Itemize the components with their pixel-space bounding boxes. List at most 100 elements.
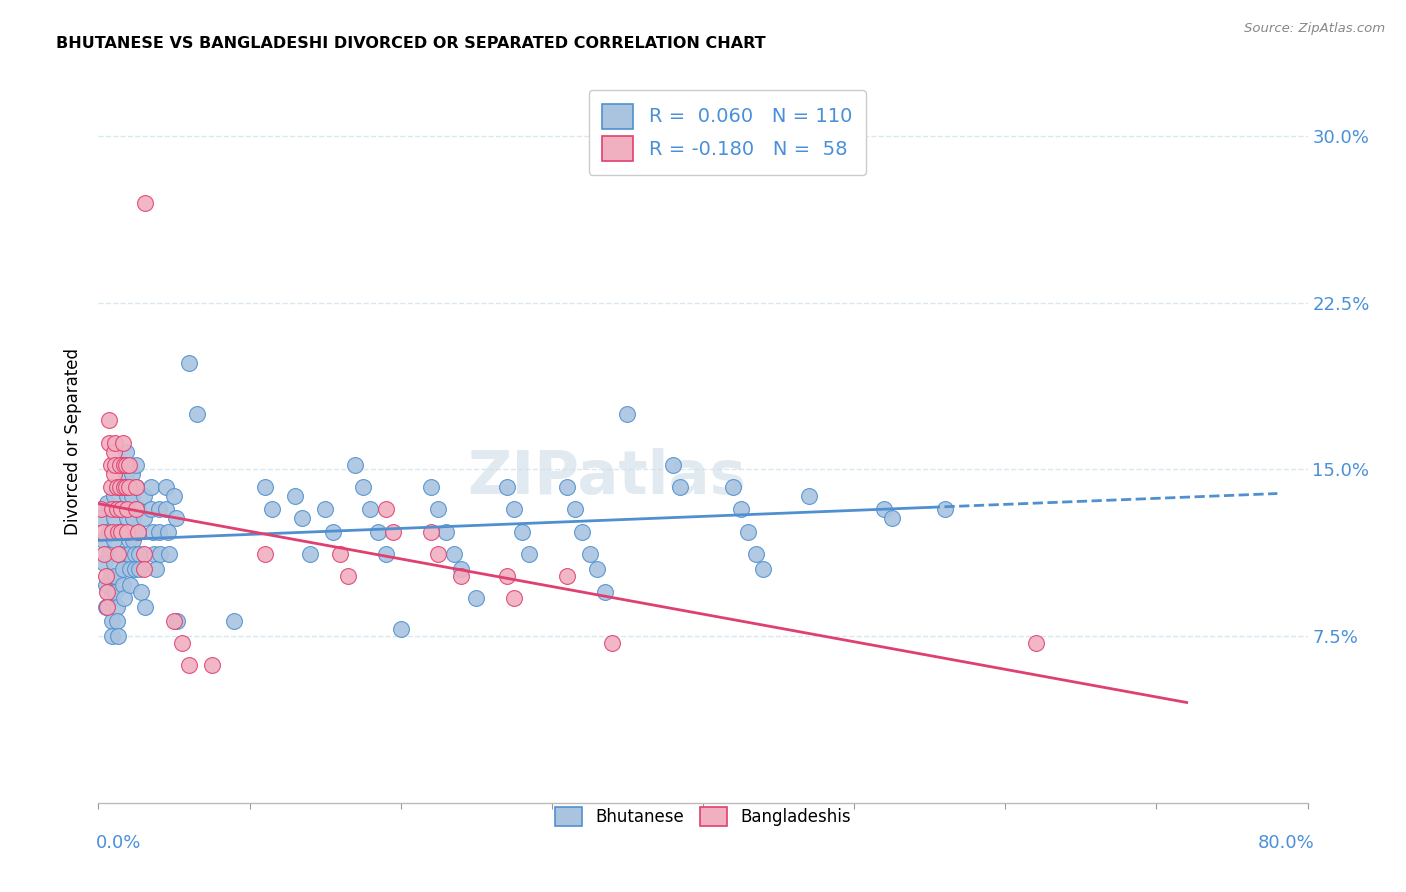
Point [93,556,115,570]
Point [107,547,129,561]
Point [602,636,624,650]
Point [134,600,156,615]
Point [132,511,155,525]
Point [114,480,136,494]
Point [96,496,118,510]
Point [105,480,128,494]
Point [120,578,142,592]
Point [129,584,152,599]
Point [723,480,745,494]
Point [374,547,396,561]
Point [141,502,163,516]
Text: 80.0%: 80.0% [1258,834,1315,852]
Text: 0.0%: 0.0% [96,834,141,852]
Point [114,444,136,458]
Point [141,480,163,494]
Point [517,547,540,561]
Point [98,413,121,427]
Point [112,458,135,472]
Point [730,502,752,516]
Point [329,547,352,561]
Point [873,502,896,516]
Point [105,614,128,628]
Point [389,623,412,637]
Point [110,502,132,516]
Point [163,614,186,628]
Point [107,524,129,539]
Point [90,502,112,516]
Point [103,444,125,458]
Point [101,502,124,516]
Point [103,556,125,570]
Point [132,547,155,561]
Point [90,511,112,525]
Point [124,562,146,576]
Point [127,524,149,539]
Point [127,524,149,539]
Point [121,489,143,503]
Point [578,547,600,561]
Point [253,480,276,494]
Point [118,458,141,472]
Point [420,480,443,494]
Point [128,562,150,576]
Point [148,502,170,516]
Point [344,458,367,472]
Point [163,489,186,503]
Point [115,511,138,525]
Point [98,547,121,561]
Point [108,480,131,494]
Point [110,524,132,539]
Point [142,524,165,539]
Point [103,489,125,503]
Point [101,524,124,539]
Point [336,569,359,583]
Point [103,467,125,481]
Point [115,502,138,516]
Point [170,636,193,650]
Point [125,458,148,472]
Point [114,458,136,472]
Point [104,458,127,472]
Point [100,458,122,472]
Point [179,657,201,672]
Point [94,578,117,592]
Point [132,489,155,503]
Point [1024,636,1046,650]
Point [586,562,609,576]
Point [737,524,759,539]
Point [111,578,134,592]
Point [322,524,344,539]
Point [98,435,121,450]
Point [360,502,382,516]
Point [110,547,132,561]
Point [156,524,179,539]
Text: Source: ZipAtlas.com: Source: ZipAtlas.com [1244,22,1385,36]
Point [159,547,181,561]
Point [111,435,134,450]
Point [122,533,145,548]
Text: ZIPatlas: ZIPatlas [467,448,745,508]
Point [752,562,775,576]
Point [114,467,136,481]
Point [96,584,118,599]
Point [104,435,127,450]
Point [98,524,121,539]
Point [262,502,284,516]
Legend: Bhutanese, Bangladeshis: Bhutanese, Bangladeshis [547,798,859,834]
Point [132,562,155,576]
Point [105,600,128,615]
Point [91,524,114,539]
Point [100,569,122,583]
Point [104,569,127,583]
Point [745,547,768,561]
Point [101,614,124,628]
Point [125,502,148,516]
Point [465,591,488,606]
Point [100,591,122,606]
Point [104,584,127,599]
Point [797,489,820,503]
Point [934,502,956,516]
Point [118,547,141,561]
Point [112,480,135,494]
